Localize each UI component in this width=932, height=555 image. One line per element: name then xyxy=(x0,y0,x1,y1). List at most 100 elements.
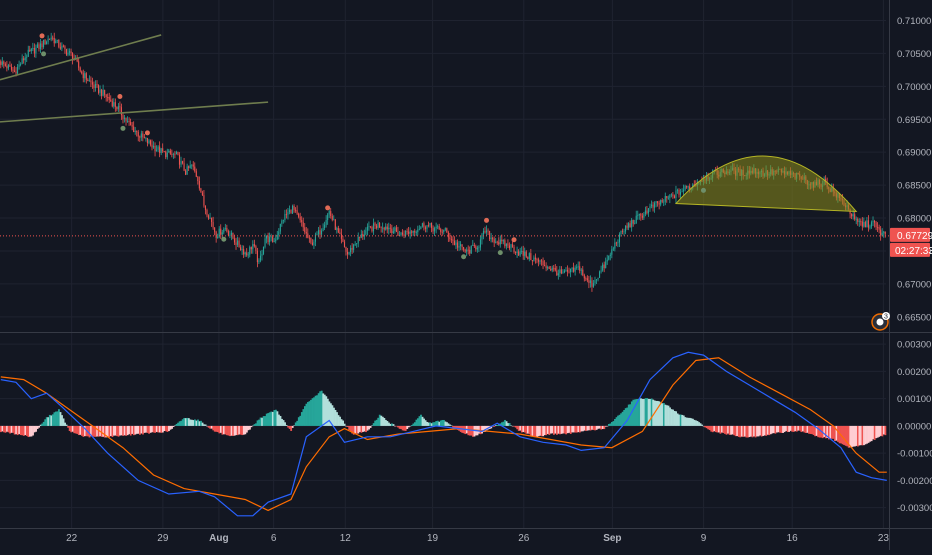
candle-body xyxy=(87,79,89,81)
macd-tick-label: -0.00100 xyxy=(897,449,932,460)
macd-histogram-bar xyxy=(218,425,221,434)
candle-body xyxy=(1,61,3,65)
candle-body xyxy=(32,47,34,49)
candle-body xyxy=(533,257,535,262)
macd-histogram-bar xyxy=(6,425,8,432)
macd-histogram-bar xyxy=(530,425,532,436)
macd-histogram-bar xyxy=(682,415,685,426)
macd-histogram-bar xyxy=(661,403,664,426)
candle-body xyxy=(201,192,203,196)
macd-histogram-bar xyxy=(467,425,470,436)
macd-histogram-bar xyxy=(762,425,765,436)
candle-body xyxy=(689,186,691,189)
macd-histogram-bar xyxy=(571,425,574,433)
candle-body xyxy=(0,61,2,65)
price-tick-label: 0.68500 xyxy=(897,181,931,192)
macd-histogram-bar xyxy=(844,425,847,446)
candle-body xyxy=(311,242,313,246)
candle-body xyxy=(13,70,16,72)
candle-body xyxy=(316,234,318,236)
candle-body xyxy=(110,99,112,102)
candle-body xyxy=(435,226,437,229)
macd-histogram-bar xyxy=(559,425,561,435)
macd-histogram-bar xyxy=(507,423,509,426)
macd-histogram-bar xyxy=(620,413,623,426)
candle-body xyxy=(102,89,104,96)
macd-signal-line xyxy=(0,357,887,512)
macd-histogram-bar xyxy=(88,425,91,438)
macd-histogram-bar xyxy=(378,414,381,426)
candle-body xyxy=(104,89,106,95)
candle-body xyxy=(505,243,507,247)
macd-histogram-bar xyxy=(313,397,315,426)
time-axis[interactable]: 22 29 Aug 6 12 19 26 Sep 9 16 23 xyxy=(66,533,889,544)
macd-histogram-bar xyxy=(626,407,629,426)
candle-body xyxy=(325,219,327,225)
macd-histogram-bar xyxy=(190,419,193,426)
candle-body xyxy=(380,227,382,229)
candle-body xyxy=(232,232,234,239)
candle-body xyxy=(487,230,489,232)
macd-histogram-bar xyxy=(693,419,696,426)
macd-histogram-bar xyxy=(219,425,222,433)
candle-body xyxy=(864,222,866,228)
macd-axis[interactable]: 0.00300 0.00200 0.00100 0.00000 -0.00100 -0.0… xyxy=(897,340,932,514)
macd-histogram-bar xyxy=(368,425,370,430)
macd-histogram-bar xyxy=(870,425,873,442)
candle-body xyxy=(156,149,158,152)
candle-body xyxy=(359,236,361,238)
macd-histogram-bar xyxy=(42,421,45,426)
macd-histogram-bar xyxy=(757,425,760,437)
candle-body xyxy=(479,239,481,248)
macd-histogram-bar xyxy=(25,425,28,436)
macd-histogram-bar xyxy=(328,401,331,426)
macd-histogram-bar xyxy=(333,407,335,426)
candle-body xyxy=(291,205,294,214)
alert-badge[interactable]: 3 xyxy=(871,312,890,331)
macd-histogram-bar xyxy=(403,425,406,431)
candle-body xyxy=(21,58,23,65)
candle-body xyxy=(35,47,37,54)
candle-body xyxy=(377,222,379,228)
macd-histogram-bar xyxy=(106,425,109,437)
macd-histogram-bar xyxy=(421,416,424,426)
candle-body xyxy=(186,166,188,175)
macd-tick-label: 0.00300 xyxy=(897,340,931,351)
macd-tick-label: -0.00200 xyxy=(897,476,932,487)
candle-body xyxy=(540,260,543,262)
macd-histogram-bar xyxy=(417,418,419,426)
sell-signal-dot xyxy=(117,94,123,100)
candle-body xyxy=(212,222,214,228)
candle-body xyxy=(97,85,100,93)
candle-body xyxy=(582,269,584,276)
macd-histogram-bar xyxy=(736,425,739,437)
candle-body xyxy=(455,242,457,245)
macd-histogram-bar xyxy=(247,425,250,431)
macd-histogram-bar xyxy=(171,425,173,429)
macd-histogram-bar xyxy=(805,425,807,433)
candle-body xyxy=(346,251,349,255)
candle-body xyxy=(166,152,168,158)
candle-body xyxy=(595,279,598,281)
candle-body xyxy=(400,232,402,235)
candle-body xyxy=(481,234,483,240)
macd-histogram-bar xyxy=(664,404,667,426)
candle-body xyxy=(151,144,153,148)
macd-histogram-bar xyxy=(184,418,187,426)
macd-histogram-bar xyxy=(310,399,312,426)
candlestick-series xyxy=(0,32,886,292)
candle-body xyxy=(449,237,451,240)
macd-histogram-bar xyxy=(798,425,801,431)
candle-body xyxy=(518,251,520,256)
candle-body xyxy=(658,203,660,205)
macd-tick-label: 0.00000 xyxy=(897,421,931,432)
macd-histogram-bar xyxy=(117,425,120,437)
macd-histogram-bar xyxy=(268,412,271,426)
macd-histogram-bar xyxy=(352,425,355,435)
macd-line xyxy=(0,351,887,517)
macd-histogram-bar xyxy=(187,418,190,426)
candle-body xyxy=(453,240,456,245)
macd-histogram-bar xyxy=(687,417,690,426)
